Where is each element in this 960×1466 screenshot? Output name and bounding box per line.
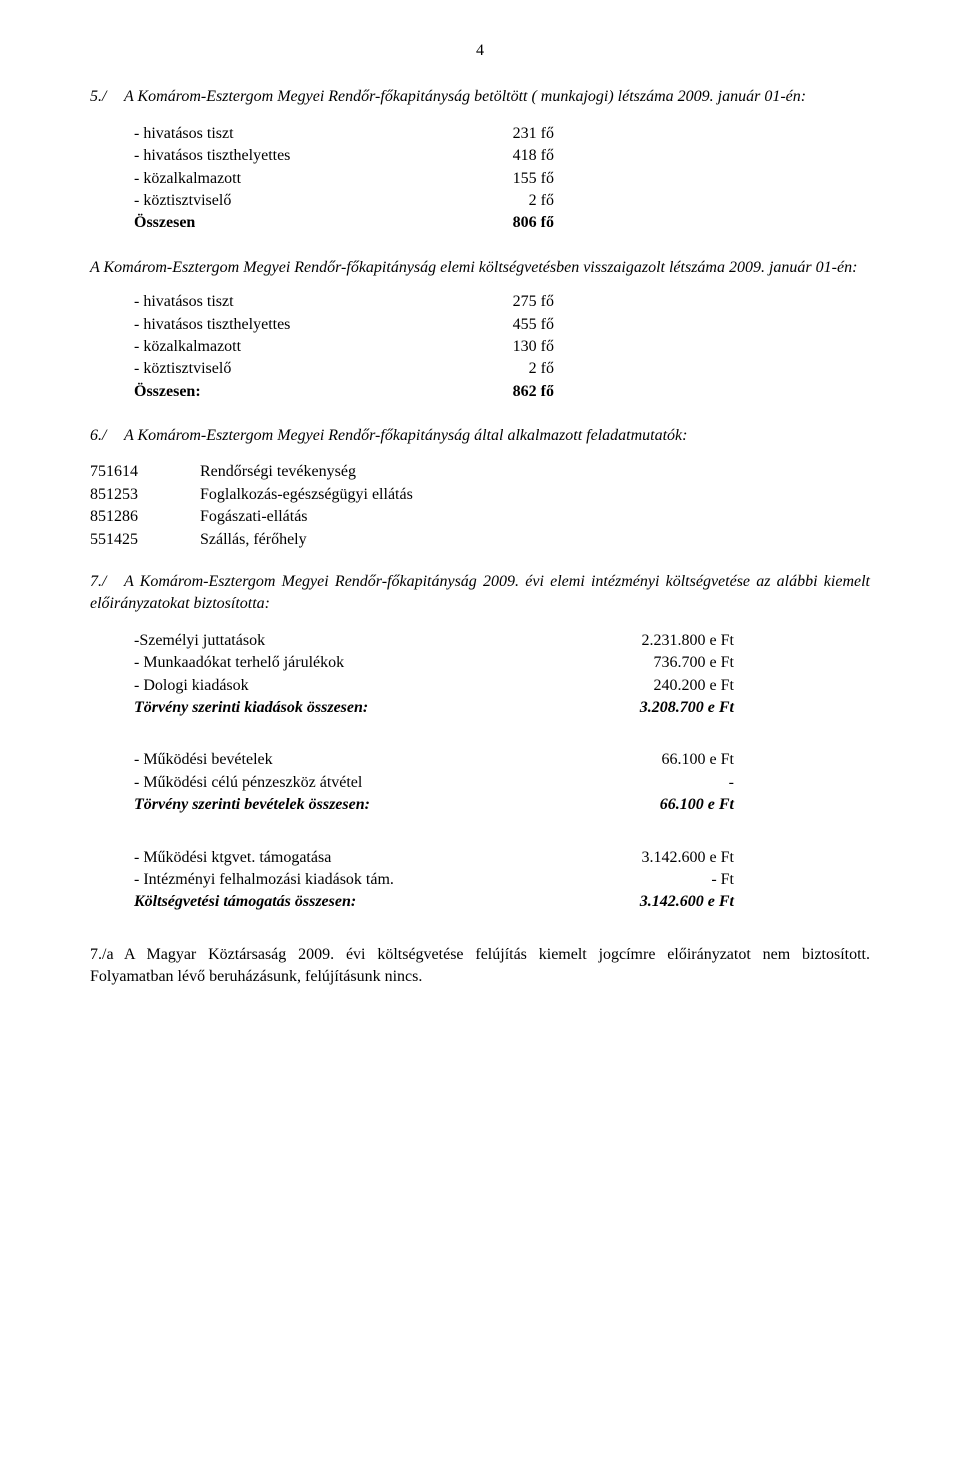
section5-number: 5./ (90, 86, 124, 108)
row-label: - Munkaadókat terhelő járulékok (134, 652, 514, 674)
row-value: 455 fő (434, 314, 554, 336)
sum-value: 862 fő (434, 381, 554, 403)
list-item: 751614 Rendőrségi tevékenység (90, 461, 870, 483)
sum-label: Törvény szerinti bevételek összesen: (134, 794, 514, 816)
row-label: - köztisztviselő (134, 358, 434, 380)
section6-intro: 6./A Komárom-Esztergom Megyei Rendőr-fők… (90, 425, 870, 447)
row-value: 418 fő (434, 145, 554, 167)
table-sum-row: Összesen: 862 fő (134, 381, 870, 403)
item-text: Szállás, férőhely (200, 529, 870, 551)
row-label: - hivatásos tiszt (134, 123, 434, 145)
list-item: 551425 Szállás, férőhely (90, 529, 870, 551)
section7-intro-text: A Komárom-Esztergom Megyei Rendőr-főkapi… (90, 573, 870, 612)
item-text: Rendőrségi tevékenység (200, 461, 870, 483)
row-label: - Intézményi felhalmozási kiadások tám. (134, 869, 514, 891)
table-row: - közalkalmazott 155 fő (134, 168, 870, 190)
table-row: - Működési célú pénzeszköz átvétel - (134, 772, 870, 794)
row-value: 2.231.800 e Ft (514, 630, 734, 652)
section5-intro: 5./A Komárom-Esztergom Megyei Rendőr-fők… (90, 86, 870, 108)
item-code: 851253 (90, 484, 200, 506)
section5b-intro: A Komárom-Esztergom Megyei Rendőr-főkapi… (90, 257, 870, 279)
sum-value: 66.100 e Ft (514, 794, 734, 816)
table-row: - hivatásos tiszt 231 fő (134, 123, 870, 145)
row-label: - Működési ktgvet. támogatása (134, 847, 514, 869)
table-row: -Személyi juttatások 2.231.800 e Ft (134, 630, 870, 652)
sum-value: 806 fő (434, 212, 554, 234)
row-value: 3.142.600 e Ft (514, 847, 734, 869)
section7a-number: 7./a (90, 944, 124, 966)
item-code: 551425 (90, 529, 200, 551)
row-value: - (514, 772, 734, 794)
sum-label: Összesen: (134, 381, 434, 403)
row-label: -Személyi juttatások (134, 630, 514, 652)
table-row: - hivatásos tiszt 275 fő (134, 291, 870, 313)
row-label: - közalkalmazott (134, 168, 434, 190)
table-row: - közalkalmazott 130 fő (134, 336, 870, 358)
sum-label: Költségvetési támogatás összesen: (134, 891, 514, 913)
section5-intro-text: A Komárom-Esztergom Megyei Rendőr-főkapi… (124, 88, 806, 105)
row-label: - hivatásos tiszthelyettes (134, 145, 434, 167)
sum-value: 3.208.700 e Ft (514, 697, 734, 719)
row-value: 231 fő (434, 123, 554, 145)
section5b-table: - hivatásos tiszt 275 fő - hivatásos tis… (134, 291, 870, 403)
page-number: 4 (90, 40, 870, 62)
table-row: - Működési ktgvet. támogatása 3.142.600 … (134, 847, 870, 869)
row-value: 2 fő (434, 358, 554, 380)
table-row: - köztisztviselő 2 fő (134, 358, 870, 380)
row-label: - Működési bevételek (134, 749, 514, 771)
row-value: 240.200 e Ft (514, 675, 734, 697)
table-row: - köztisztviselő 2 fő (134, 190, 870, 212)
table-row: - Dologi kiadások 240.200 e Ft (134, 675, 870, 697)
section7-block1: -Személyi juttatások 2.231.800 e Ft - Mu… (134, 630, 870, 720)
table-sum-row: Törvény szerinti bevételek összesen: 66.… (134, 794, 870, 816)
row-value: 736.700 e Ft (514, 652, 734, 674)
row-label: - köztisztviselő (134, 190, 434, 212)
sum-label: Összesen (134, 212, 434, 234)
item-text: Foglalkozás-egészségügyi ellátás (200, 484, 870, 506)
table-row: - Működési bevételek 66.100 e Ft (134, 749, 870, 771)
section7-block2: - Működési bevételek 66.100 e Ft - Működ… (134, 749, 870, 816)
section7-number: 7./ (90, 571, 124, 593)
row-value: 275 fő (434, 291, 554, 313)
section7a: 7./aA Magyar Köztársaság 2009. évi költs… (90, 944, 870, 989)
row-label: - hivatásos tiszt (134, 291, 434, 313)
row-label: - Működési célú pénzeszköz átvétel (134, 772, 514, 794)
list-item: 851253 Foglalkozás-egészségügyi ellátás (90, 484, 870, 506)
section6-intro-text: A Komárom-Esztergom Megyei Rendőr-főkapi… (124, 427, 687, 444)
section7a-text: A Magyar Köztársaság 2009. évi költségve… (90, 946, 870, 985)
item-code: 851286 (90, 506, 200, 528)
row-value: 155 fő (434, 168, 554, 190)
list-item: 851286 Fogászati-ellátás (90, 506, 870, 528)
table-row: - hivatásos tiszthelyettes 455 fő (134, 314, 870, 336)
table-row: - Munkaadókat terhelő járulékok 736.700 … (134, 652, 870, 674)
row-value: - Ft (514, 869, 734, 891)
item-code: 751614 (90, 461, 200, 483)
row-value: 2 fő (434, 190, 554, 212)
table-sum-row: Költségvetési támogatás összesen: 3.142.… (134, 891, 870, 913)
row-value: 130 fő (434, 336, 554, 358)
sum-label: Törvény szerinti kiadások összesen: (134, 697, 514, 719)
item-text: Fogászati-ellátás (200, 506, 870, 528)
sum-value: 3.142.600 e Ft (514, 891, 734, 913)
row-value: 66.100 e Ft (514, 749, 734, 771)
row-label: - közalkalmazott (134, 336, 434, 358)
section6-number: 6./ (90, 425, 124, 447)
section7-intro: 7./A Komárom-Esztergom Megyei Rendőr-fők… (90, 571, 870, 616)
section5-table: - hivatásos tiszt 231 fő - hivatásos tis… (134, 123, 870, 235)
table-row: - Intézményi felhalmozási kiadások tám. … (134, 869, 870, 891)
section6-list: 751614 Rendőrségi tevékenység 851253 Fog… (90, 461, 870, 551)
table-sum-row: Összesen 806 fő (134, 212, 870, 234)
table-row: - hivatásos tiszthelyettes 418 fő (134, 145, 870, 167)
section7-block3: - Működési ktgvet. támogatása 3.142.600 … (134, 847, 870, 914)
row-label: - Dologi kiadások (134, 675, 514, 697)
row-label: - hivatásos tiszthelyettes (134, 314, 434, 336)
table-sum-row: Törvény szerinti kiadások összesen: 3.20… (134, 697, 870, 719)
